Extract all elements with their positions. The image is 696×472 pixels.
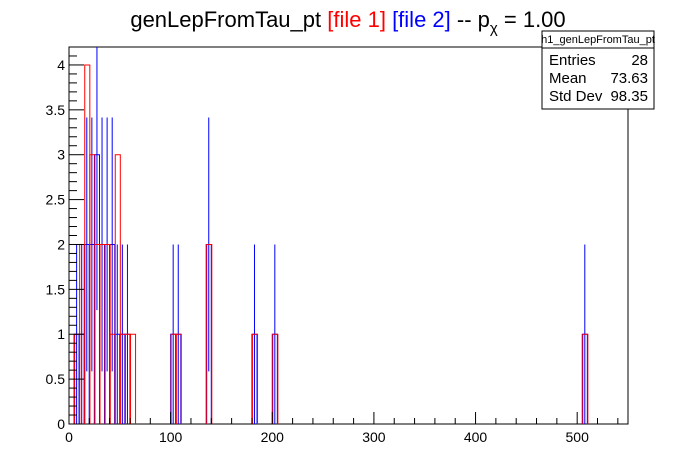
y-tick-label: 1 xyxy=(57,326,65,342)
histogram-bar xyxy=(129,333,137,424)
y-tick-label: 2 xyxy=(57,236,65,252)
title-subscript: χ xyxy=(490,20,498,37)
title-prefix: genLepFromTau_pt xyxy=(130,7,327,32)
x-tick-label: 300 xyxy=(362,429,386,445)
histogram-bar xyxy=(114,154,121,424)
histogram-bar xyxy=(582,333,589,424)
stats-box: h1_genLepFromTau_pt Entries 28 Mean 73.6… xyxy=(541,30,655,110)
stats-stddev-label: Std Dev xyxy=(549,88,603,105)
histogram-bar xyxy=(175,333,182,424)
y-tick-label: 4 xyxy=(57,57,65,73)
stats-mean-label: Mean xyxy=(549,70,587,87)
stats-entries-value: 28 xyxy=(631,52,648,69)
histogram-bar xyxy=(251,333,259,424)
stats-stddev-value: 98.35 xyxy=(610,88,648,105)
histogram-bar xyxy=(206,243,213,424)
y-tick-label: 2.5 xyxy=(46,192,66,208)
x-tick-label: 200 xyxy=(261,429,285,445)
x-tick-label: 0 xyxy=(65,429,73,445)
axes-layer: 0 100 200 300 400 500 0 0.5 1 1.5 2 2.5 3 3.5 4 xyxy=(46,46,619,445)
y-tick-label: 0.5 xyxy=(46,371,66,387)
x-tick-label: 400 xyxy=(464,429,488,445)
title-file1: [file 1] xyxy=(327,7,386,32)
histogram-bar xyxy=(272,333,279,424)
title-suffix-a: -- p xyxy=(451,7,490,32)
stats-box-frame xyxy=(541,30,655,110)
y-tick-label: 1.5 xyxy=(46,281,66,297)
y-tick-label: 3 xyxy=(57,147,65,163)
title-suffix-b: = 1.00 xyxy=(498,7,566,32)
y-tick-label: 0 xyxy=(57,416,65,432)
stats-mean-value: 73.63 xyxy=(610,70,648,87)
series-1 xyxy=(74,64,589,424)
stats-entries-label: Entries xyxy=(549,52,596,69)
x-tick-label: 500 xyxy=(566,429,590,445)
title-file2: [file 2] xyxy=(392,7,451,32)
x-tick-label: 100 xyxy=(159,429,183,445)
chart-title: genLepFromTau_pt [file 1] [file 2] -- pχ… xyxy=(130,7,565,37)
series-layer xyxy=(73,47,589,424)
y-tick-label: 3.5 xyxy=(46,102,66,118)
stats-histogram-name: h1_genLepFromTau_pt xyxy=(541,34,655,46)
